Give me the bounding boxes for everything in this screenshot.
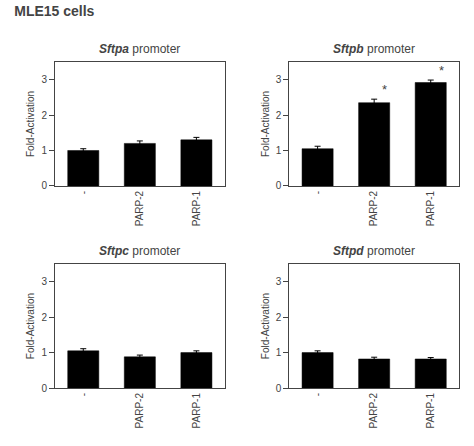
svg-text:Fold-Activation: Fold-Activation: [25, 91, 36, 157]
svg-text:1: 1: [276, 347, 282, 358]
svg-text:Sftpa promoter: Sftpa promoter: [99, 42, 180, 56]
svg-text:-: -: [78, 393, 89, 396]
svg-text:-: -: [312, 191, 323, 194]
svg-text:0: 0: [276, 383, 282, 394]
svg-text:PARP-1: PARP-1: [425, 190, 436, 226]
svg-text:2: 2: [41, 110, 47, 121]
svg-text:0: 0: [276, 180, 282, 191]
svg-text:2: 2: [276, 110, 282, 121]
svg-text:0: 0: [41, 180, 47, 191]
svg-text:*: *: [382, 82, 387, 97]
svg-text:1: 1: [41, 145, 47, 156]
svg-text:1: 1: [41, 347, 47, 358]
svg-text:Fold-Activation: Fold-Activation: [260, 293, 271, 359]
svg-text:-: -: [78, 191, 89, 194]
svg-text:2: 2: [41, 312, 47, 323]
svg-text:PARP-2: PARP-2: [368, 190, 379, 226]
svg-text:PARP-2: PARP-2: [134, 393, 145, 429]
svg-text:*: *: [439, 63, 444, 78]
svg-text:Fold-Activation: Fold-Activation: [25, 293, 36, 359]
svg-text:Sftpc promoter: Sftpc promoter: [99, 244, 180, 258]
svg-text:0: 0: [41, 383, 47, 394]
svg-text:1: 1: [276, 145, 282, 156]
svg-text:MLE15 cells: MLE15 cells: [14, 3, 94, 19]
svg-text:3: 3: [276, 276, 282, 287]
svg-text:Fold-Activation: Fold-Activation: [260, 91, 271, 157]
svg-text:-: -: [312, 393, 323, 396]
svg-text:PARP-2: PARP-2: [134, 190, 145, 226]
svg-text:2: 2: [276, 312, 282, 323]
svg-text:3: 3: [41, 74, 47, 85]
svg-text:3: 3: [276, 74, 282, 85]
svg-text:Sftpb promoter: Sftpb promoter: [333, 42, 415, 56]
svg-text:3: 3: [41, 276, 47, 287]
svg-text:PARP-1: PARP-1: [191, 190, 202, 226]
svg-text:PARP-1: PARP-1: [425, 393, 436, 429]
svg-text:PARP-1: PARP-1: [191, 393, 202, 429]
svg-text:PARP-2: PARP-2: [368, 393, 379, 429]
svg-text:Sftpd promoter: Sftpd promoter: [333, 244, 415, 258]
